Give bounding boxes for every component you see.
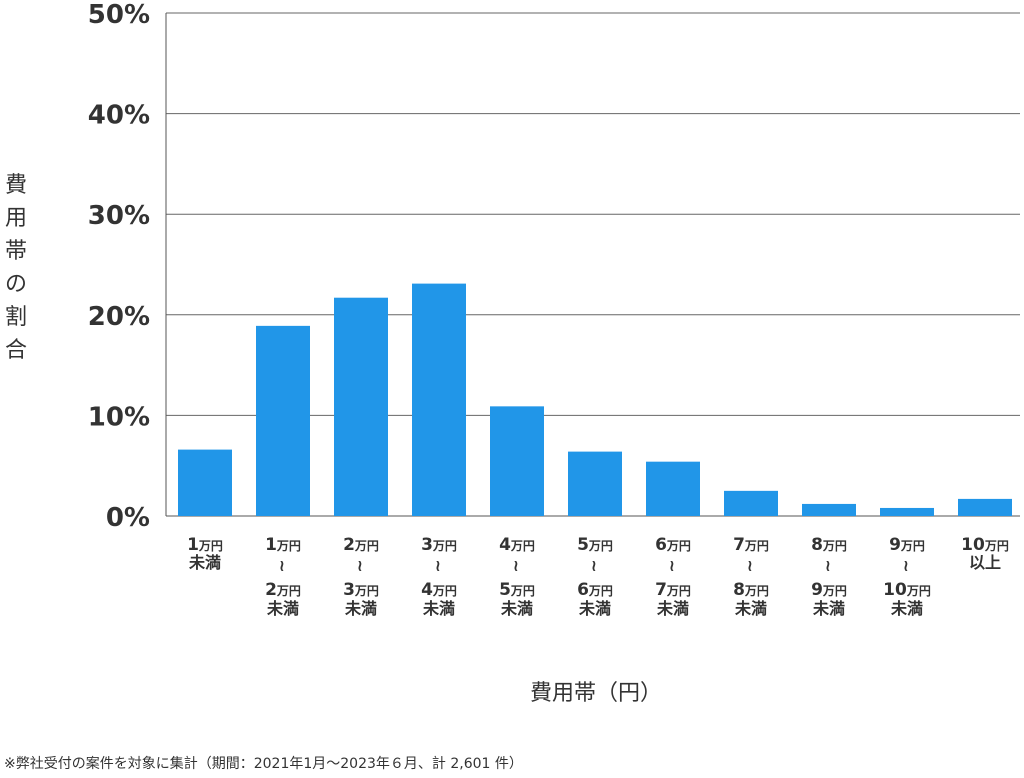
svg-text:~: ~ [663, 559, 682, 572]
svg-text:~: ~ [507, 559, 526, 572]
y-axis-label-char: 用 [5, 206, 27, 231]
svg-text:~: ~ [585, 559, 604, 572]
bar [646, 461, 700, 516]
svg-text:~: ~ [351, 559, 370, 572]
y-axis-label-char: 費 [5, 173, 27, 198]
x-axis-label: 費用帯（円） [530, 681, 662, 706]
svg-text:9万円: 9万円 [811, 580, 847, 600]
svg-text:6万円: 6万円 [577, 580, 613, 600]
y-axis-label-char: の [5, 272, 27, 297]
bar [802, 503, 856, 516]
svg-text:4万円: 4万円 [421, 580, 457, 600]
svg-text:未満: 未満 [422, 599, 455, 618]
svg-text:1万円: 1万円 [187, 535, 223, 555]
svg-text:~: ~ [741, 559, 760, 572]
bar [880, 507, 934, 516]
y-tick-label: 30% [88, 201, 150, 231]
y-axis-label-char: 割 [5, 305, 27, 330]
bar [256, 325, 310, 516]
svg-text:8万円: 8万円 [733, 580, 769, 600]
svg-text:4万円: 4万円 [499, 535, 535, 555]
svg-text:2万円: 2万円 [343, 535, 379, 555]
bar [724, 490, 778, 516]
svg-text:未満: 未満 [734, 599, 767, 618]
svg-text:10万円: 10万円 [961, 535, 1009, 555]
footnote: ※弊社受付の案件を対象に集計（期間：2021年1月～2023年６月、計 2,60… [4, 755, 523, 772]
y-tick-label: 0% [106, 503, 150, 533]
svg-text:未満: 未満 [266, 599, 299, 618]
y-axis-label-char: 合 [5, 338, 27, 363]
svg-text:未満: 未満 [344, 599, 377, 618]
y-tick-label: 50% [88, 0, 150, 30]
bar [334, 297, 388, 516]
svg-text:未満: 未満 [578, 599, 611, 618]
svg-text:1万円: 1万円 [265, 535, 301, 555]
svg-text:~: ~ [429, 559, 448, 572]
svg-text:3万円: 3万円 [343, 580, 379, 600]
x-axis-ticks: 1万円未満1万円~2万円未満2万円~3万円未満3万円~4万円未満4万円~5万円未… [187, 535, 1009, 618]
y-tick-label: 40% [88, 101, 150, 131]
y-axis-ticks: 0% 10% 20% 30% 40% 50% [88, 0, 150, 533]
svg-text:未満: 未満 [890, 599, 923, 618]
svg-text:7万円: 7万円 [655, 580, 691, 600]
y-tick-label: 20% [88, 302, 150, 332]
svg-text:未満: 未満 [188, 553, 221, 572]
y-axis-label-char: 帯 [5, 239, 27, 264]
svg-text:10万円: 10万円 [883, 580, 931, 600]
svg-text:6万円: 6万円 [655, 535, 691, 555]
bar [490, 406, 544, 516]
svg-text:7万円: 7万円 [733, 535, 769, 555]
svg-text:未満: 未満 [500, 599, 533, 618]
bar [412, 283, 466, 516]
svg-text:未満: 未満 [656, 599, 689, 618]
svg-text:5万円: 5万円 [577, 535, 613, 555]
svg-text:9万円: 9万円 [889, 535, 925, 555]
svg-text:5万円: 5万円 [499, 580, 535, 600]
svg-text:2万円: 2万円 [265, 580, 301, 600]
svg-text:~: ~ [273, 559, 292, 572]
y-tick-label: 10% [88, 402, 150, 432]
svg-text:~: ~ [897, 559, 916, 572]
bars [178, 283, 1012, 516]
svg-text:以上: 以上 [969, 553, 1001, 572]
svg-text:~: ~ [819, 559, 838, 572]
bar [178, 449, 232, 516]
bar [958, 498, 1012, 516]
bar [568, 451, 622, 516]
svg-text:3万円: 3万円 [421, 535, 457, 555]
svg-text:未満: 未満 [812, 599, 845, 618]
svg-text:8万円: 8万円 [811, 535, 847, 555]
